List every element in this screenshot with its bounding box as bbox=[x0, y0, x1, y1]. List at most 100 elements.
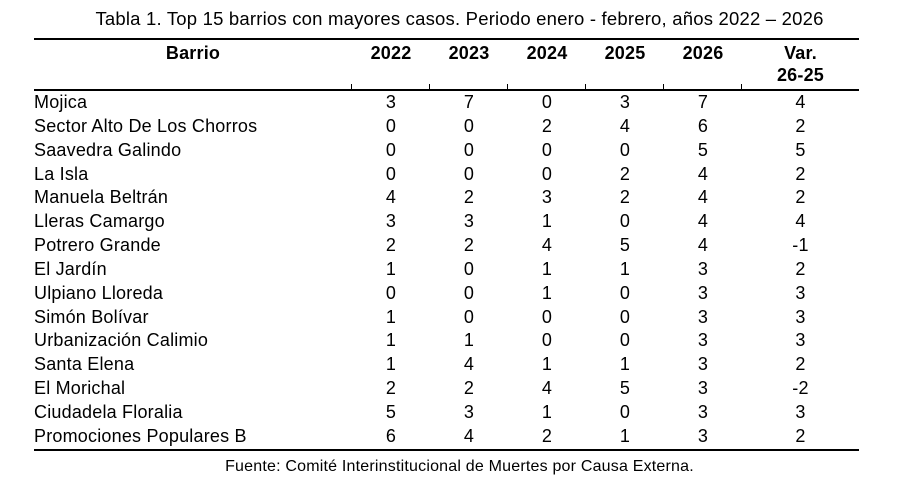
value-cell: 2 bbox=[541, 115, 553, 136]
value-cell: 3 bbox=[795, 330, 806, 351]
barrio-cell: El Jardín bbox=[34, 258, 107, 279]
value-cell: 0 bbox=[619, 401, 631, 422]
header-var-line2: 26-25 bbox=[776, 65, 825, 85]
value-cell: 4 bbox=[697, 187, 709, 208]
value-cell: 2 bbox=[742, 425, 859, 450]
table-row: El Jardín 1 0 1 1 3 2 bbox=[34, 258, 859, 282]
value-cell: 4 bbox=[463, 354, 475, 375]
barrio-cell: Simón Bolívar bbox=[34, 306, 149, 327]
value-cell: 0 bbox=[541, 306, 553, 327]
header-row: Barrio 2022 2023 2024 2025 2026 Var. 26-… bbox=[34, 39, 859, 91]
value-cell: 5 bbox=[385, 401, 397, 422]
header-var-26-25: Var. 26-25 bbox=[741, 39, 859, 91]
value-cell: 4 bbox=[385, 187, 397, 208]
value-cell: 7 bbox=[697, 92, 709, 112]
table-row: Urbanización Calimio 1 1 0 0 3 3 bbox=[34, 329, 859, 353]
value-cell: 0 bbox=[463, 115, 475, 136]
value-cell: 0 bbox=[541, 163, 553, 184]
source-note: Fuente: Comité Interinstitucional de Mue… bbox=[225, 457, 694, 475]
value-cell: 0 bbox=[463, 139, 475, 160]
value-cell: 6 bbox=[352, 425, 430, 450]
table-row: Manuela Beltrán 4 2 3 2 4 2 bbox=[34, 186, 859, 210]
value-cell: 1 bbox=[463, 330, 475, 351]
value-cell: 0 bbox=[541, 92, 553, 112]
value-cell: 2 bbox=[463, 235, 475, 256]
table-row: Ciudadela Floralia 5 3 1 0 3 3 bbox=[34, 401, 859, 425]
value-cell: 7 bbox=[463, 92, 475, 112]
value-cell: 3 bbox=[697, 258, 709, 279]
value-cell: 3 bbox=[795, 306, 806, 327]
value-cell: 3 bbox=[385, 92, 397, 112]
value-cell: 4 bbox=[795, 92, 806, 112]
value-cell: 3 bbox=[463, 211, 475, 232]
value-cell: 3 bbox=[541, 187, 553, 208]
value-cell: 3 bbox=[795, 401, 806, 422]
value-cell: 3 bbox=[385, 211, 397, 232]
value-cell: 0 bbox=[619, 330, 631, 351]
value-cell: 1 bbox=[385, 354, 397, 375]
value-cell: 2 bbox=[385, 378, 397, 399]
table-row: Simón Bolívar 1 0 0 0 3 3 bbox=[34, 306, 859, 330]
value-cell: 2 bbox=[795, 354, 806, 375]
value-cell: 2 bbox=[795, 187, 806, 208]
barrio-cell: Santa Elena bbox=[34, 354, 135, 375]
value-cell: 0 bbox=[541, 330, 553, 351]
barrio-cell: Urbanización Calimio bbox=[34, 330, 209, 351]
barrio-cell: Promociones Populares B bbox=[34, 425, 247, 446]
value-cell: 2 bbox=[619, 163, 631, 184]
value-cell: 1 bbox=[385, 330, 397, 351]
header-2024: 2024 bbox=[507, 39, 586, 91]
value-cell: 0 bbox=[463, 282, 475, 303]
header-var-line1: Var. bbox=[784, 43, 817, 63]
barrio-cell: La Isla bbox=[34, 163, 89, 184]
value-cell: 0 bbox=[619, 306, 631, 327]
value-cell: 0 bbox=[385, 139, 397, 160]
value-cell: 4 bbox=[541, 235, 553, 256]
value-cell: 3 bbox=[795, 282, 806, 303]
table-row: Promociones Populares B 6 4 2 1 3 2 bbox=[34, 425, 859, 450]
table-row: Ulpiano Lloreda 0 0 1 0 3 3 bbox=[34, 282, 859, 306]
barrio-cell: Mojica bbox=[34, 92, 88, 112]
value-cell: 2 bbox=[463, 187, 475, 208]
table-row: Santa Elena 1 4 1 1 3 2 bbox=[34, 353, 859, 377]
value-cell: 2 bbox=[385, 235, 397, 256]
table-row: Lleras Camargo 3 3 1 0 4 4 bbox=[34, 210, 859, 234]
value-cell: 0 bbox=[619, 211, 631, 232]
value-cell: 0 bbox=[385, 115, 397, 136]
value-cell: 1 bbox=[586, 425, 664, 450]
value-cell: -2 bbox=[792, 378, 809, 399]
value-cell: 1 bbox=[541, 258, 553, 279]
value-cell: 4 bbox=[697, 235, 709, 256]
value-cell: 4 bbox=[697, 211, 709, 232]
value-cell: 1 bbox=[385, 306, 397, 327]
value-cell: 5 bbox=[619, 378, 631, 399]
value-cell: 1 bbox=[541, 354, 553, 375]
value-cell: 3 bbox=[664, 425, 742, 450]
table-row: La Isla 0 0 0 2 4 2 bbox=[34, 163, 859, 187]
table-row: Saavedra Galindo 0 0 0 0 5 5 bbox=[34, 139, 859, 163]
value-cell: 4 bbox=[619, 115, 631, 136]
value-cell: 4 bbox=[430, 425, 508, 450]
value-cell: 2 bbox=[795, 115, 806, 136]
barrio-cell: Saavedra Galindo bbox=[34, 139, 182, 160]
value-cell: 0 bbox=[619, 282, 631, 303]
barrio-cell: Manuela Beltrán bbox=[34, 187, 169, 208]
value-cell: 3 bbox=[619, 92, 631, 112]
value-cell: 0 bbox=[619, 139, 631, 160]
value-cell: 1 bbox=[385, 258, 397, 279]
value-cell: 3 bbox=[697, 354, 709, 375]
barrio-cell: Ciudadela Floralia bbox=[34, 401, 183, 422]
value-cell: 1 bbox=[541, 401, 553, 422]
value-cell: 0 bbox=[463, 163, 475, 184]
value-cell: 0 bbox=[541, 139, 553, 160]
barrio-cell: El Morichal bbox=[34, 378, 126, 399]
value-cell: 2 bbox=[795, 258, 806, 279]
value-cell: 3 bbox=[697, 401, 709, 422]
table-row: Mojica 3 7 0 3 7 4 bbox=[34, 90, 859, 115]
header-barrio: Barrio bbox=[34, 39, 352, 91]
value-cell: 5 bbox=[795, 139, 806, 160]
value-cell: -1 bbox=[792, 235, 809, 256]
value-cell: 1 bbox=[619, 354, 631, 375]
value-cell: 2 bbox=[463, 378, 475, 399]
barrio-cell: Potrero Grande bbox=[34, 235, 161, 256]
